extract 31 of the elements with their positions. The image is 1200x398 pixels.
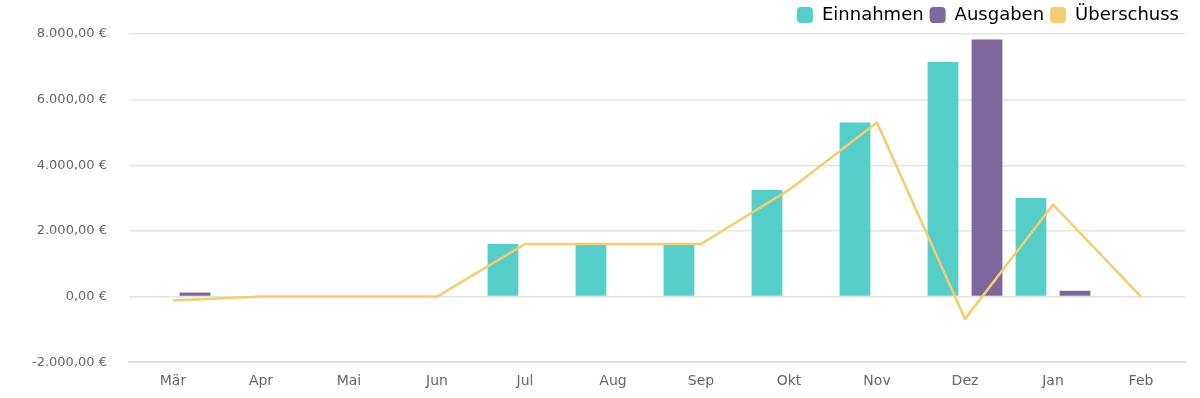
bar	[575, 244, 607, 296]
x-tick-label: Jun	[425, 372, 448, 389]
x-tick-label: Dez	[951, 372, 979, 389]
x-tick-label: Okt	[776, 372, 802, 389]
bar	[971, 39, 1003, 296]
bar	[927, 61, 959, 296]
bar	[1059, 290, 1091, 296]
bar	[663, 244, 695, 296]
y-tick-label: -2.000,00 €	[31, 353, 107, 369]
y-tick-label: 0,00 €	[65, 287, 107, 303]
x-tick-label: Aug	[599, 372, 627, 389]
legend-label: Überschuss	[1075, 2, 1179, 24]
y-tick-label: 8.000,00 €	[36, 25, 107, 41]
x-tick-label: Apr	[248, 372, 274, 389]
bar	[751, 189, 783, 296]
x-tick-label: Nov	[863, 372, 891, 389]
x-tick-label: Mär	[159, 372, 187, 389]
x-tick-label: Jul	[515, 372, 534, 389]
y-tick-label: 4.000,00 €	[36, 156, 107, 172]
y-tick-label: 2.000,00 €	[36, 222, 107, 238]
bar	[1015, 198, 1047, 296]
y-tick-label: 6.000,00 €	[36, 91, 107, 107]
x-tick-label: Mai	[336, 372, 362, 389]
x-tick-label: Sep	[687, 372, 715, 389]
bar	[487, 244, 519, 296]
x-tick-label: Jan	[1041, 372, 1064, 389]
bar	[179, 292, 211, 296]
legend-label: Ausgaben	[954, 2, 1045, 24]
legend-label: Einnahmen	[821, 2, 924, 24]
x-tick-label: Feb	[1128, 372, 1154, 389]
bar	[839, 122, 871, 296]
